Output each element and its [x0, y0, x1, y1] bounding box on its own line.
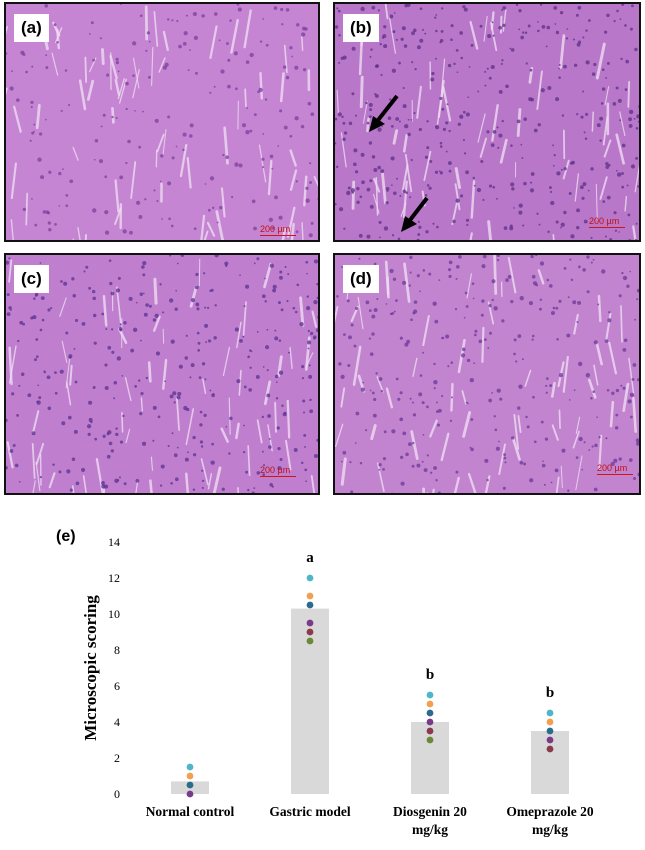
chart-labels: Normal control a Gastric model b Diosgenin 2…: [146, 550, 594, 837]
scale-text-b: 200 µm: [589, 216, 620, 226]
y-tick-label: 0: [114, 787, 120, 801]
y-tick-label: 12: [108, 571, 120, 585]
microscopic-scoring-chart: 0 2 4 6 8 10 12 14 Microscopic scoring Normal co…: [81, 535, 594, 837]
bar: [291, 608, 329, 794]
arrow-icon: [401, 196, 429, 232]
data-point: [306, 637, 314, 645]
data-point: [426, 727, 434, 735]
arrow-icon: [369, 94, 399, 132]
chart-bars: [171, 608, 569, 794]
data-point: [546, 736, 554, 744]
tissue-texture-b: [335, 4, 639, 240]
scale-text-a: 200 µm: [260, 224, 291, 234]
panel-label-d: (d): [343, 265, 379, 293]
significance-label: b: [426, 667, 434, 683]
scale-bar-c: 200 µm: [260, 465, 296, 477]
significance-label: b: [546, 685, 554, 701]
scale-text-c: 200 µm: [260, 465, 291, 475]
tissue-texture-a: [6, 4, 318, 240]
data-point: [306, 619, 314, 627]
data-point: [426, 736, 434, 744]
data-point: [426, 700, 434, 708]
scale-bar-d: 200 µm: [597, 463, 633, 475]
y-tick-label: 4: [114, 715, 120, 729]
chart-axes: 0 2 4 6 8 10 12 14 Microscopic scoring: [81, 535, 120, 801]
data-point: [546, 745, 554, 753]
data-point: [426, 691, 434, 699]
y-tick-label: 2: [114, 751, 120, 765]
panel-label-b: (b): [343, 14, 379, 42]
micrograph-d: (d) 200 µm: [333, 253, 641, 495]
category-label: mg/kg: [412, 822, 448, 837]
micrograph-c: (c) 200 µm: [4, 253, 320, 495]
y-tick-label: 10: [108, 607, 120, 621]
chart-points: [186, 574, 554, 798]
data-point: [306, 574, 314, 582]
data-point: [186, 772, 194, 780]
micrograph-b: (b) 200 µm: [333, 2, 641, 242]
data-point: [546, 709, 554, 717]
data-point: [186, 763, 194, 771]
data-point: [306, 628, 314, 636]
category-label: Gastric model: [269, 804, 351, 819]
panel-label-c: (c): [14, 265, 49, 293]
panel-label-e: (e): [56, 528, 76, 545]
data-point: [546, 727, 554, 735]
panel-label-a: (a): [14, 14, 49, 42]
data-point: [186, 781, 194, 789]
scale-bar-a: 200 µm: [260, 224, 296, 236]
category-label: mg/kg: [532, 822, 568, 837]
tissue-texture-d: [335, 255, 639, 493]
data-point: [546, 718, 554, 726]
data-point: [306, 592, 314, 600]
data-point: [306, 601, 314, 609]
y-axis-label: Microscopic scoring: [81, 595, 100, 741]
tissue-texture-c: [6, 255, 318, 493]
scale-text-d: 200 µm: [597, 463, 628, 473]
data-point: [426, 718, 434, 726]
y-tick-label: 14: [108, 535, 120, 549]
y-tick-label: 8: [114, 643, 120, 657]
category-label: Diosgenin 20: [393, 804, 467, 819]
data-point: [186, 790, 194, 798]
category-label: Normal control: [146, 804, 235, 819]
scale-bar-b: 200 µm: [589, 216, 625, 228]
significance-label: a: [306, 550, 314, 566]
data-point: [426, 709, 434, 717]
y-tick-label: 6: [114, 679, 120, 693]
micrograph-a: (a) 200 µm: [4, 2, 320, 242]
category-label: Omeprazole 20: [506, 804, 594, 819]
